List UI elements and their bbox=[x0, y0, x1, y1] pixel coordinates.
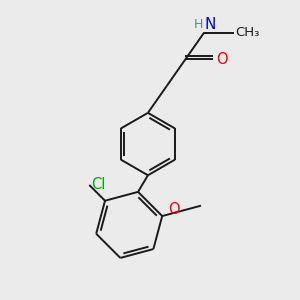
Text: CH₃: CH₃ bbox=[235, 26, 260, 39]
Text: O: O bbox=[168, 202, 179, 217]
Text: N: N bbox=[205, 16, 216, 32]
Text: H: H bbox=[193, 18, 203, 31]
Text: O: O bbox=[216, 52, 228, 67]
Text: Cl: Cl bbox=[91, 178, 105, 193]
